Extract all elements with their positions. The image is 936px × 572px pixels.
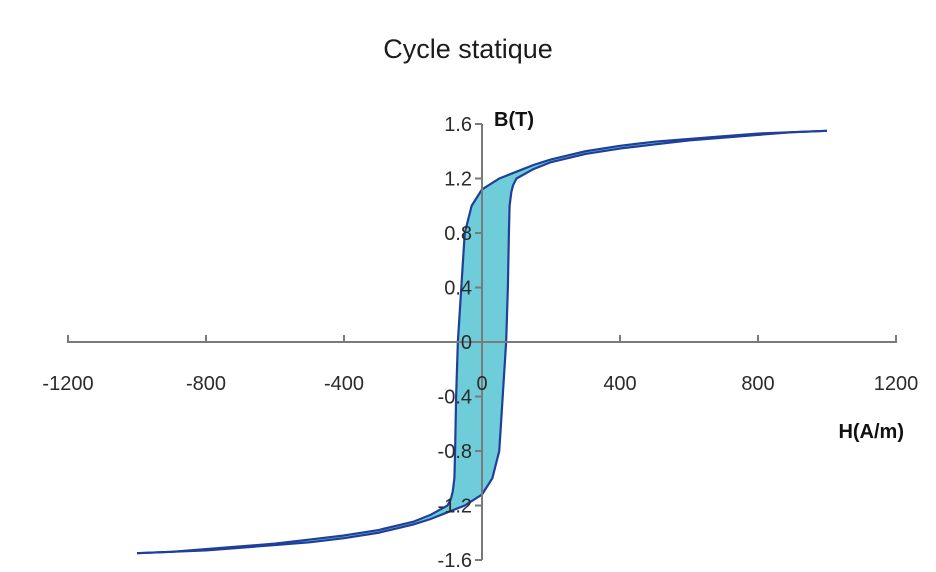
y-axis-label: B(T) [494, 109, 534, 131]
x-tick-label: -400 [324, 373, 364, 395]
x-tick-label: 0 [476, 373, 487, 395]
x-axis-label: H(A/m) [838, 421, 904, 443]
x-tick-label: 400 [603, 373, 636, 395]
x-tick-label: -800 [186, 373, 226, 395]
x-tick-label: 1200 [874, 373, 919, 395]
x-tick-label: -1200 [42, 373, 93, 395]
y-tick-label: -0.8 [438, 441, 472, 463]
y-tick-label: -1.2 [438, 496, 472, 518]
y-tick-label: -1.6 [438, 550, 472, 572]
y-tick-label: 1.6 [444, 114, 472, 136]
y-tick-label: 0.4 [444, 278, 472, 300]
series-line-descending-branch [136, 129, 828, 555]
y-tick-label: -0.4 [438, 387, 472, 409]
y-tick-label: 0.8 [444, 223, 472, 245]
series-line-ascending-branch [136, 129, 828, 555]
x-tick-label: 800 [741, 373, 774, 395]
y-tick-label: 0 [461, 332, 472, 354]
chart-title: Cycle statique [383, 34, 553, 64]
y-tick-label: 1.2 [444, 169, 472, 191]
